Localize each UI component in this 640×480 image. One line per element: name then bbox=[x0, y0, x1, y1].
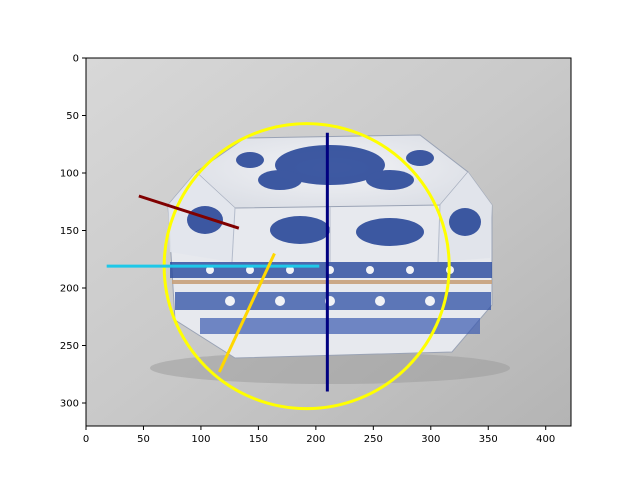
x-axis: 0 50 100 150 200 250 300 350 400 bbox=[83, 426, 555, 445]
annotation-line-2 bbox=[138, 194, 240, 230]
x-tick-label: 150 bbox=[249, 434, 268, 445]
y-tick-label: 250 bbox=[60, 341, 79, 352]
annotation-layer bbox=[106, 122, 451, 411]
y-axis: 0 50 100 150 200 250 300 bbox=[60, 54, 86, 410]
porcelain-photo bbox=[86, 58, 571, 426]
y-tick-label: 300 bbox=[60, 399, 79, 410]
x-tick-label: 400 bbox=[536, 434, 555, 445]
x-tick-label: 50 bbox=[137, 434, 150, 445]
x-tick-label: 350 bbox=[479, 434, 498, 445]
y-tick-label: 0 bbox=[73, 54, 79, 65]
y-tick-label: 50 bbox=[66, 111, 79, 122]
axes-frame bbox=[85, 57, 572, 427]
y-tick-label: 100 bbox=[60, 169, 79, 180]
x-tick-label: 100 bbox=[191, 434, 210, 445]
x-tick-label: 250 bbox=[364, 434, 383, 445]
y-tick-label: 150 bbox=[60, 226, 79, 237]
y-tick-label: 200 bbox=[60, 284, 79, 295]
x-tick-label: 300 bbox=[421, 434, 440, 445]
x-tick-label: 200 bbox=[306, 434, 325, 445]
x-tick-label: 0 bbox=[83, 434, 89, 445]
annotation-line-4 bbox=[217, 252, 276, 373]
